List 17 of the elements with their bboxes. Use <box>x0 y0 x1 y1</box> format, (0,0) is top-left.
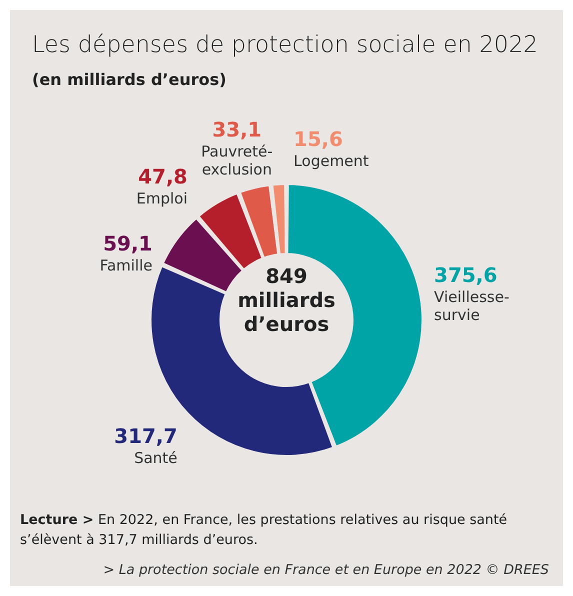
data-label: 47,8 <box>138 164 188 188</box>
data-label: 15,6 <box>294 127 343 152</box>
slice-label: Santé <box>134 448 178 467</box>
chart-subtitle: (en milliards d’euros) <box>32 70 226 89</box>
data-label: 375,6 <box>434 263 498 288</box>
text: 849 milliards d’euros <box>238 264 336 336</box>
data-label: 317,7 <box>114 424 178 448</box>
chart-title: Les dépenses de protection sociale en 2022 <box>32 32 538 58</box>
slice-label: Vieillesse-survie <box>434 288 510 324</box>
text: Lecture > En 2022, en France, les prestations relatives au risque santé s’élèvent à 317,7 milliards d’euros. <box>20 511 508 550</box>
data-label: 33,1 <box>212 117 262 142</box>
slice-label: Pauvreté-exclusion <box>201 142 273 178</box>
slice-label: Logement <box>294 152 369 170</box>
text: > La protection sociale en France et en Europe en 2022 © DREES <box>103 562 549 578</box>
slice-label: Famille <box>100 256 152 275</box>
slice-label: Emploi <box>136 189 188 208</box>
data-label: 59,1 <box>103 232 152 256</box>
